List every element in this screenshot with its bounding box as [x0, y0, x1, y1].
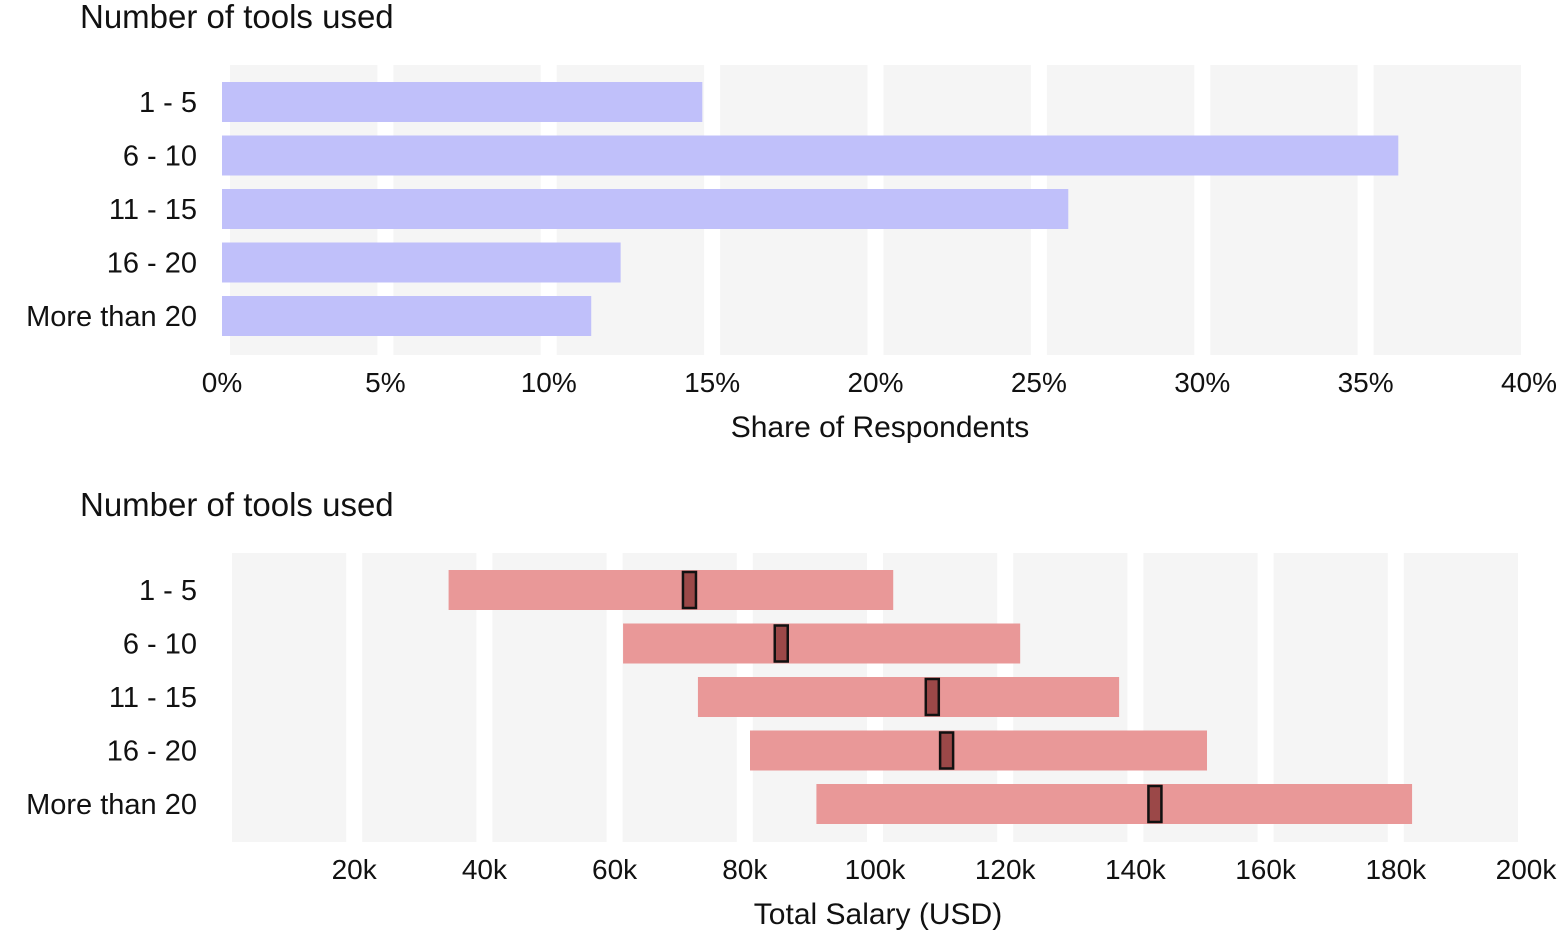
share-x-axis-label: Share of Respondents — [731, 411, 1030, 444]
salary-range-bars — [448, 570, 1413, 824]
share-chart-title: Number of tools used — [80, 0, 394, 35]
tick-label: 10% — [521, 367, 577, 398]
category-label: 16 - 20 — [107, 248, 197, 280]
tick-label: 30% — [1174, 367, 1230, 398]
tick-label: 20k — [332, 854, 378, 885]
grid-band — [1373, 65, 1521, 355]
share-bar — [222, 296, 592, 336]
salary-range-bar — [750, 730, 1208, 771]
salary-tick-labels: 20k 40k 60k 80k 100k 120k 140k 160k 180k 200k — [332, 854, 1558, 885]
salary-category-labels: 1 - 5 6 - 10 11 - 15 16 - 20 More than 20 — [26, 575, 197, 821]
salary-range-bar — [816, 784, 1413, 824]
tick-label: 200k — [1496, 854, 1558, 885]
category-label: More than 20 — [26, 301, 197, 333]
category-label: 1 - 5 — [139, 575, 197, 607]
share-bar — [222, 82, 703, 122]
grid-band — [232, 553, 347, 842]
category-label: More than 20 — [26, 789, 197, 821]
salary-range-bar — [448, 570, 894, 610]
tick-label: 0% — [202, 367, 242, 398]
tick-label: 180k — [1365, 854, 1427, 885]
median-marker — [773, 624, 790, 663]
median-marker — [1147, 784, 1163, 824]
salary-x-axis-label: Total Salary (USD) — [754, 898, 1002, 931]
tick-label: 80k — [722, 854, 768, 885]
category-label: 11 - 15 — [109, 682, 197, 714]
grid-band — [1046, 65, 1195, 355]
share-category-labels: 1 - 5 6 - 10 11 - 15 16 - 20 More than 20 — [26, 87, 197, 333]
share-bar — [222, 242, 621, 283]
salary-range-bar — [623, 623, 1021, 664]
tick-label: 100k — [845, 854, 907, 885]
tick-label: 20% — [847, 367, 903, 398]
grid-band — [1210, 65, 1358, 355]
tick-label: 120k — [975, 854, 1037, 885]
tick-label: 40k — [462, 854, 508, 885]
tick-label: 160k — [1235, 854, 1297, 885]
category-label: 6 - 10 — [123, 629, 197, 661]
tick-label: 40% — [1501, 367, 1557, 398]
share-bar — [222, 135, 1399, 176]
tick-label: 140k — [1105, 854, 1167, 885]
tick-label: 5% — [365, 367, 405, 398]
category-label: 11 - 15 — [109, 194, 197, 226]
tick-label: 25% — [1011, 367, 1067, 398]
share-bar — [222, 189, 1069, 229]
category-label: 16 - 20 — [107, 736, 197, 768]
median-marker — [938, 731, 955, 770]
median-marker — [924, 677, 941, 717]
tick-label: 15% — [684, 367, 740, 398]
salary-range-bar — [697, 677, 1120, 717]
tick-label: 35% — [1338, 367, 1394, 398]
grid-band — [1403, 553, 1518, 842]
salary-chart-title: Number of tools used — [80, 486, 394, 523]
category-label: 6 - 10 — [123, 141, 197, 173]
category-label: 1 - 5 — [139, 87, 197, 119]
median-marker — [681, 570, 698, 610]
share-bars — [222, 82, 1399, 336]
tick-label: 60k — [592, 854, 638, 885]
salary-median-markers — [681, 570, 1163, 824]
share-tick-labels: 0% 5% 10% 15% 20% 25% 30% 35% 40% — [202, 367, 1557, 398]
